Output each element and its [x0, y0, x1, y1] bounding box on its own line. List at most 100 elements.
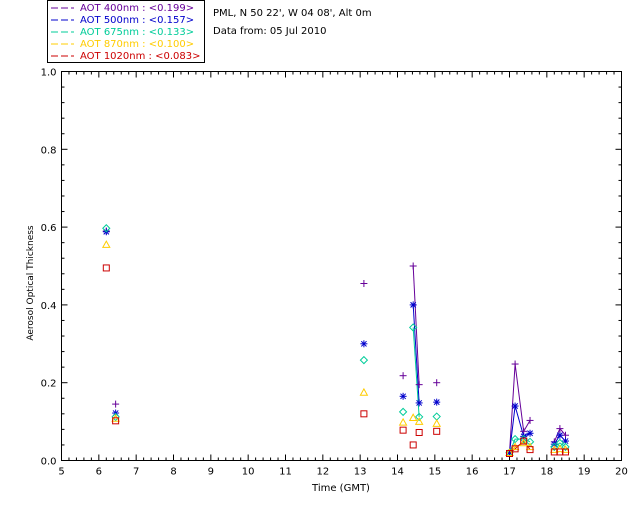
data-point-square	[506, 449, 513, 457]
data-point-plus	[556, 425, 564, 433]
data-point-triangle	[398, 417, 408, 426]
marker-shape	[398, 407, 408, 417]
data-point-diamond	[555, 438, 565, 448]
data-point-star	[360, 340, 368, 348]
marker-stroke	[551, 441, 558, 448]
x-tick-label: 18	[540, 467, 553, 478]
marker-shape	[414, 417, 424, 425]
data-point-triangle	[432, 419, 442, 427]
data-point-plus	[409, 262, 417, 270]
plot-frame	[61, 71, 622, 461]
marker-shape	[526, 446, 534, 454]
marker-shape	[433, 427, 441, 435]
marker-shape	[511, 445, 519, 453]
marker-shape	[432, 419, 442, 427]
data-point-diamond	[414, 412, 424, 422]
x-tick-label: 15	[428, 467, 441, 478]
data-point-triangle	[519, 438, 529, 447]
marker-shape	[101, 240, 111, 248]
data-point-square	[520, 437, 528, 445]
marker-shape	[550, 442, 559, 452]
legend-entry-3: AOT 870nm : <0.100>	[80, 39, 194, 50]
marker-shape	[360, 410, 368, 418]
data-point-diamond	[111, 412, 120, 422]
marker-shape	[359, 355, 369, 365]
marker-shape	[102, 264, 110, 272]
data-point-square	[399, 426, 407, 434]
data-point-diamond	[561, 442, 570, 452]
data-point-star	[511, 402, 519, 410]
y-tick-label: 0.8	[41, 145, 57, 156]
data-point-star	[556, 431, 564, 439]
data-point-plus	[511, 360, 519, 368]
data-point-star	[526, 429, 534, 437]
marker-shape	[520, 437, 528, 445]
marker-shape	[415, 428, 423, 436]
marker-shape	[525, 437, 535, 447]
series-line-1	[412, 304, 420, 403]
marker-shape	[102, 224, 111, 233]
marker-stroke	[416, 399, 423, 406]
marker-shape	[505, 448, 514, 457]
y-tick-label: 0.4	[41, 301, 57, 312]
marker-shape	[555, 438, 565, 448]
legend-entry-1: AOT 500nm : <0.157>	[80, 15, 194, 26]
data-point-triangle	[414, 417, 424, 425]
data-point-star	[409, 301, 417, 309]
data-point-plus	[526, 416, 534, 424]
data-point-triangle	[505, 448, 514, 457]
x-tick-label: 6	[96, 467, 102, 478]
data-point-square	[433, 427, 441, 435]
x-tick-label: 12	[316, 467, 329, 478]
data-point-star	[399, 392, 407, 400]
marker-shape	[432, 412, 441, 421]
data-point-diamond	[432, 412, 441, 421]
marker-shape	[111, 412, 120, 422]
legend-entry-2: AOT 675nm : <0.133>	[80, 27, 194, 38]
x-tick-label: 7	[133, 467, 139, 478]
x-tick-label: 8	[170, 467, 176, 478]
data-point-triangle	[359, 387, 369, 396]
marker-stroke	[400, 393, 407, 400]
x-tick-label: 19	[578, 467, 591, 478]
x-tick-label: 20	[615, 467, 628, 478]
marker-shape	[561, 442, 570, 452]
x-tick-label: 10	[242, 467, 255, 478]
data-point-plus	[415, 381, 423, 389]
legend: AOT 400nm : <0.199>AOT 500nm : <0.157>AO…	[51, 3, 200, 62]
x-tick-label: 16	[466, 467, 479, 478]
data-point-triangle	[510, 442, 520, 451]
axes: 5 6 7 8 9 10 11 12 13 14 15 16 17 18 19 20 0.0 0.2 0.4 0.6 0…	[41, 68, 628, 478]
series-line-0	[412, 265, 420, 385]
y-tick-label: 1.0	[41, 68, 57, 79]
series-lines	[412, 265, 566, 454]
y-axis-label: Aerosol Optical Thickness	[26, 225, 36, 341]
data-point-square	[409, 441, 417, 449]
data-point-square	[415, 428, 423, 436]
legend-entry-4: AOT 1020nm : <0.083>	[80, 51, 200, 62]
data-point-square	[562, 448, 569, 456]
data-point-star	[415, 399, 423, 407]
data-point-diamond	[550, 442, 559, 452]
data-point-plus	[399, 372, 407, 380]
x-tick-label: 11	[279, 467, 292, 478]
marker-shape	[519, 438, 529, 447]
data-point-plus	[360, 280, 368, 288]
data-point-triangle	[408, 413, 418, 422]
data-point-triangle	[101, 240, 111, 248]
station-label: PML, N 50 22', W 04 08', Alt 0m	[213, 8, 372, 19]
marker-shape	[562, 448, 569, 456]
marker-shape	[506, 449, 513, 457]
y-tick-label: 0.2	[41, 379, 57, 390]
marker-shape	[408, 323, 418, 332]
x-tick-label: 9	[208, 467, 214, 478]
data-point-plus	[433, 379, 441, 387]
data-point-diamond	[359, 355, 369, 365]
marker-stroke	[556, 432, 563, 439]
marker-stroke	[527, 430, 534, 437]
y-tick-label: 0.0	[41, 457, 57, 468]
y-tick-label: 0.6	[41, 223, 57, 234]
data-point-diamond	[408, 323, 418, 332]
marker-shape	[359, 387, 369, 396]
data-point-plus	[112, 400, 120, 408]
